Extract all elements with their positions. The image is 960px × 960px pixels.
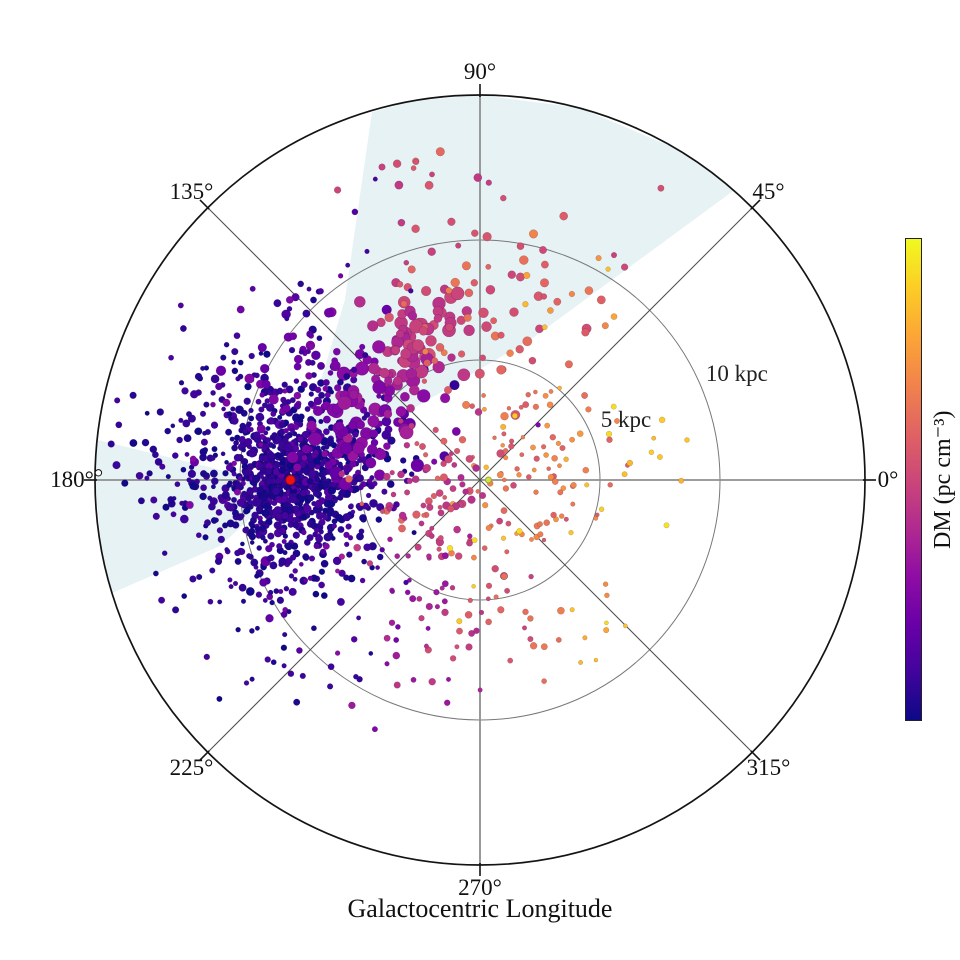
radius-label-10kpc: 10 kpc (705, 360, 768, 386)
angle-label-270: 270° (458, 875, 502, 900)
colorbar (905, 238, 922, 721)
angle-label-315: 315° (746, 755, 791, 781)
scatter-points-layer (107, 147, 690, 733)
center-dot-marker (484, 476, 492, 484)
polar-grid-layer (84, 84, 876, 876)
special-markers-layer (94, 469, 492, 486)
red-dot-marker (285, 474, 296, 486)
angle-label-0: 0° (877, 467, 899, 492)
angle-label-90: 90° (463, 59, 497, 84)
shaded-region-top-sector (290, 95, 749, 481)
angle-label-225: 225° (169, 755, 214, 781)
radius-label-5kpc: 5 kpc (600, 406, 652, 432)
x-axis-title: Galactocentric Longitude (347, 894, 613, 923)
open-circle-marker (94, 469, 103, 477)
colorbar-label: DM (pc cm⁻³) (930, 410, 956, 549)
angle-label-45: 45° (752, 178, 785, 204)
angle-label-135: 135° (169, 178, 214, 204)
angle-label-180: 180° (50, 467, 94, 492)
